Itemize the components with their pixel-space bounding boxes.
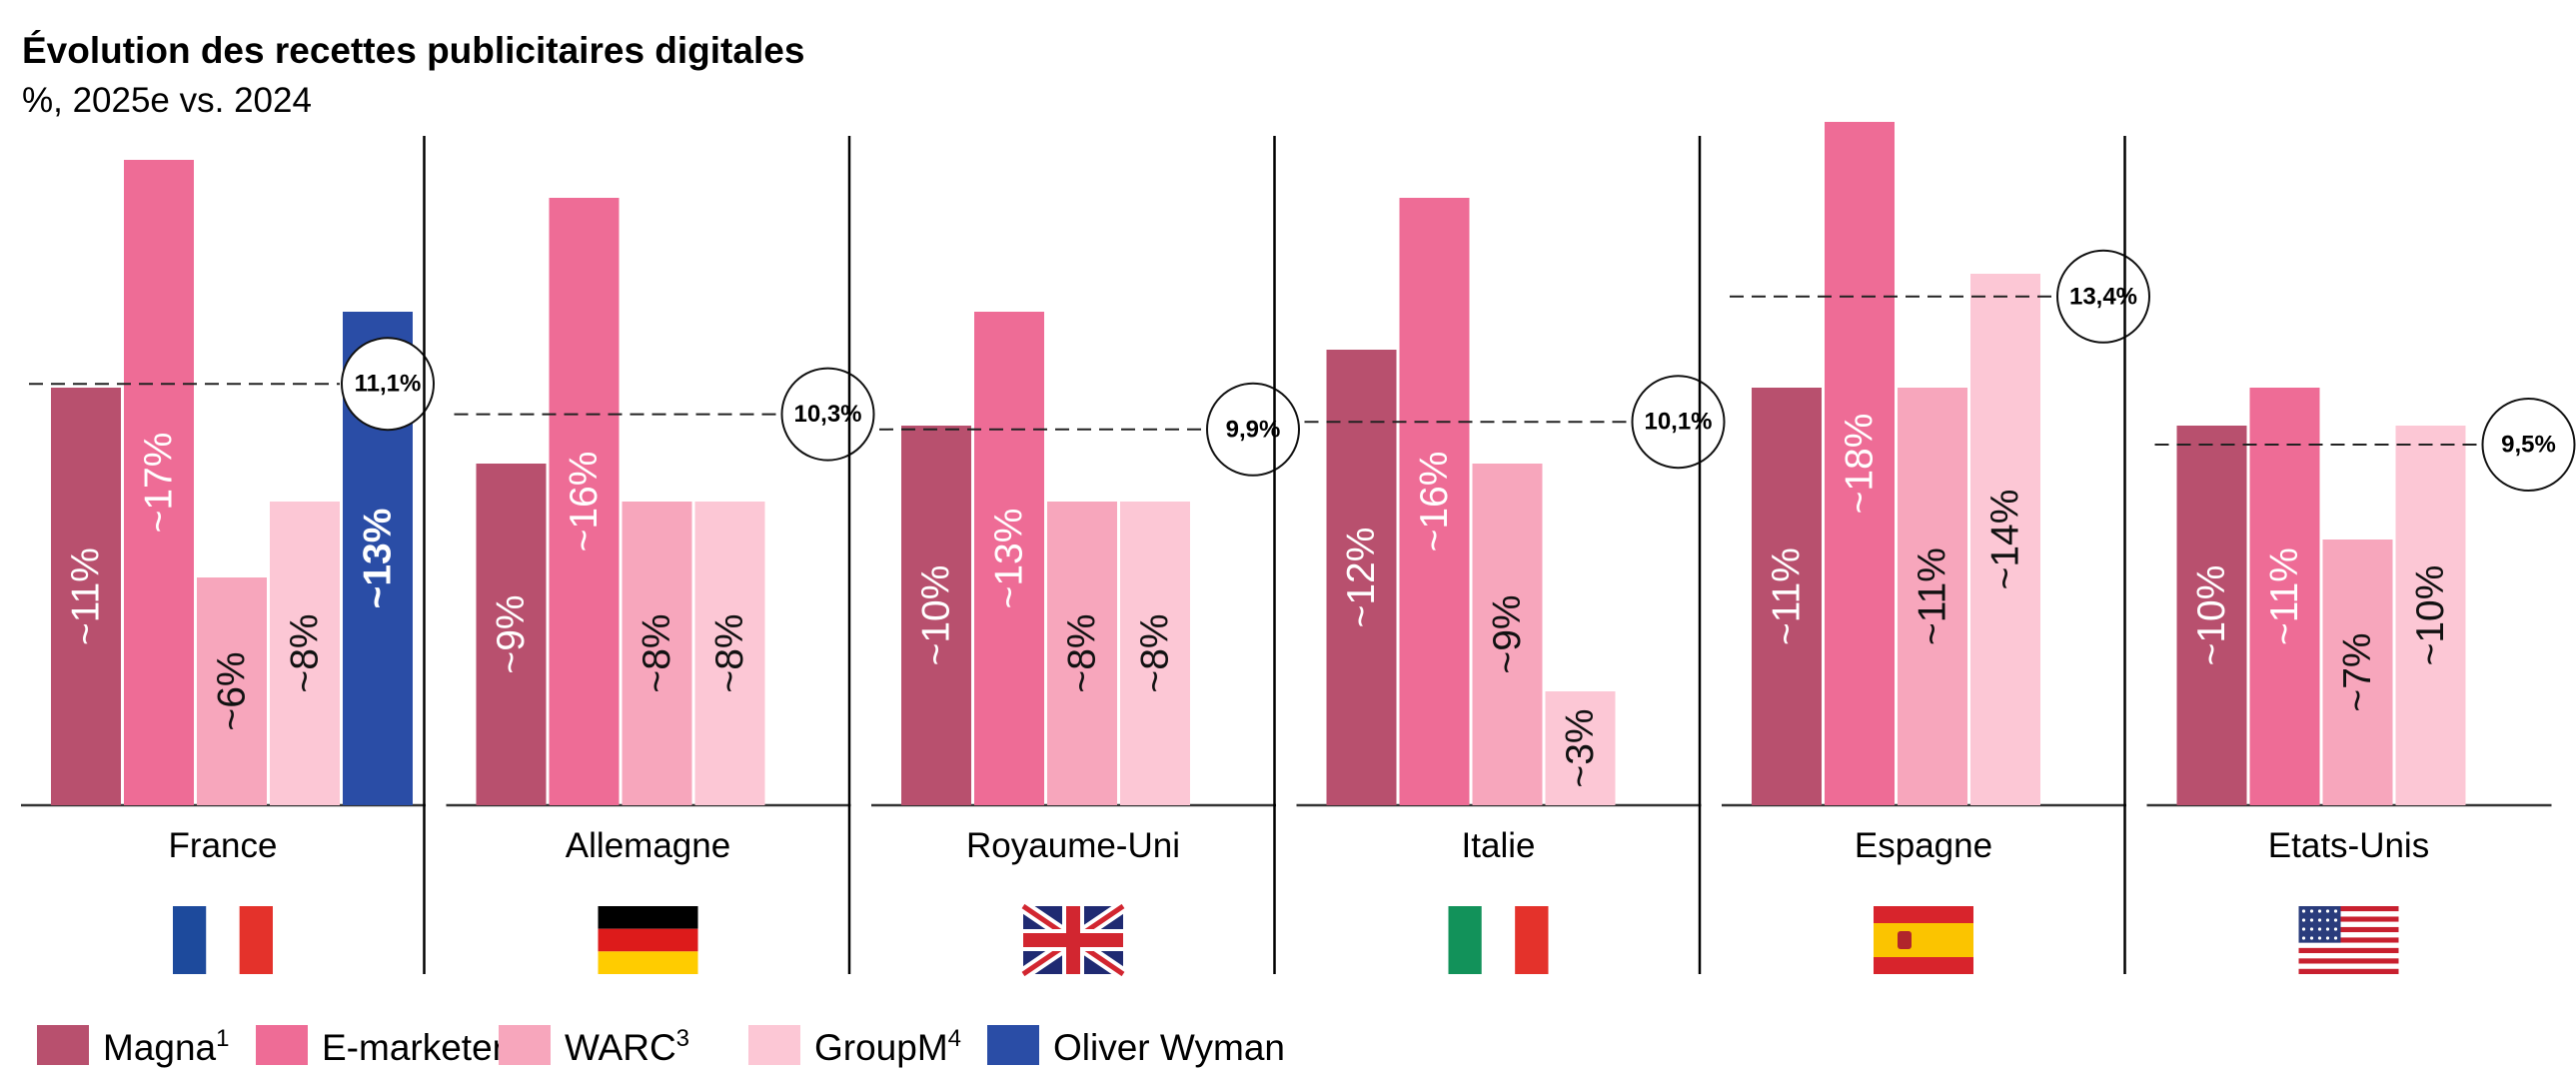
bar-e-marketer xyxy=(124,160,194,805)
chart-marks: ~11%~17%~6% ~8%~13%11,1%France~9%~16%~8% ~… xyxy=(21,122,2576,980)
bar-warc xyxy=(197,577,267,805)
bar-groupm xyxy=(1970,274,2040,805)
data-label: ~8% xyxy=(636,613,678,692)
bar-e-marketer xyxy=(1399,198,1470,805)
average-label: 10,1% xyxy=(1644,409,1712,436)
group-royaume-uni: ~10% ~13% ~8% ~8% 9,9% Royaume-Uni xyxy=(847,136,1300,980)
data-label: ~3% xyxy=(1559,708,1602,787)
bar-warc xyxy=(1898,388,1967,805)
legend-label: E-marketer2 xyxy=(322,1025,518,1068)
data-label: ~17% xyxy=(138,433,181,534)
data-label: ~13% xyxy=(357,509,400,609)
bar-groupm xyxy=(1545,691,1616,805)
data-label: ~10% xyxy=(915,565,958,666)
average-badge xyxy=(780,367,875,462)
flag-es-icon xyxy=(1874,906,1973,974)
chart-subtitle: %, 2025e vs. 2024 xyxy=(22,81,312,120)
country-label: France xyxy=(169,826,278,865)
bar-groupm xyxy=(694,502,765,805)
data-label: ~9% xyxy=(490,594,533,673)
average-label: 13,4% xyxy=(2069,283,2137,310)
bar-magna xyxy=(2176,426,2247,805)
bar-magna xyxy=(1752,388,1822,805)
data-label: ~16% xyxy=(1413,452,1456,552)
data-label: ~10% xyxy=(2190,565,2233,666)
data-label: ~8% xyxy=(1134,613,1177,692)
legend-swatch xyxy=(499,1025,551,1065)
flag-us-icon xyxy=(2298,906,2399,974)
average-badge xyxy=(341,337,435,432)
average-badge xyxy=(2481,398,2576,492)
average-label: 9,5% xyxy=(2501,432,2556,459)
average-label: 10,3% xyxy=(793,401,861,428)
data-label: ~6% xyxy=(211,651,254,730)
data-label: ~11% xyxy=(1766,547,1809,645)
legend-item-magna: Magna1 xyxy=(37,1025,230,1068)
bar-warc xyxy=(622,502,692,805)
data-label: ~13% xyxy=(988,509,1031,609)
average-badge xyxy=(2056,249,2150,344)
country-label: Etats-Unis xyxy=(2268,826,2429,865)
bar-e-marketer xyxy=(549,198,620,805)
data-label: ~11% xyxy=(65,547,108,645)
legend-item-oliver-wyman: Oliver Wyman xyxy=(987,1025,1285,1068)
average-badge xyxy=(1631,375,1726,470)
bar-warc xyxy=(1047,502,1117,805)
average-badge xyxy=(1206,382,1300,477)
legend-item-warc: WARC3 xyxy=(499,1025,689,1068)
country-label: Allemagne xyxy=(566,826,730,865)
average-label: 9,9% xyxy=(1226,416,1281,443)
legend-swatch xyxy=(748,1025,800,1065)
country-label: Espagne xyxy=(1855,826,1992,865)
flag-gb-icon xyxy=(1019,900,1127,980)
legend-label: GroupM4 xyxy=(814,1025,961,1068)
bar-e-marketer xyxy=(1825,122,1895,805)
data-label: ~12% xyxy=(1340,528,1383,628)
legend-swatch xyxy=(37,1025,89,1065)
country-label: Royaume-Uni xyxy=(966,826,1180,865)
data-label: ~16% xyxy=(563,452,606,552)
data-label: ~11% xyxy=(1912,547,1954,645)
legend-item-e-marketer: E-marketer2 xyxy=(256,1025,518,1068)
bar-magna xyxy=(901,426,971,805)
flag-it-icon xyxy=(1448,906,1549,974)
data-label: ~8% xyxy=(708,613,751,692)
bar-magna xyxy=(1326,350,1397,805)
bar-warc xyxy=(2322,540,2393,805)
bar-e-marketer xyxy=(974,312,1044,805)
bar-magna xyxy=(476,464,547,805)
chart-title: Évolution des recettes publicitaires dig… xyxy=(22,30,804,71)
legend: Magna1 E-marketer2 WARC3 GroupM4 Oliver Wyma… xyxy=(37,1025,1285,1068)
data-label: ~14% xyxy=(1984,490,2027,590)
legend-label: Oliver Wyman xyxy=(1053,1027,1285,1068)
group-allemagne: ~9% ~16% ~8% ~8% 10,3% Allemagne xyxy=(423,136,875,974)
group-italie: ~12% ~16% ~9% ~3% 10,1% Italie xyxy=(1273,136,1726,974)
bar-groupm xyxy=(2395,426,2466,805)
flag-fr-icon xyxy=(173,906,273,974)
data-label: ~7% xyxy=(2336,632,2379,711)
bar-groupm xyxy=(1120,502,1190,805)
data-label: ~8% xyxy=(1061,613,1104,692)
bar-e-marketer xyxy=(2249,388,2320,805)
flag-de-icon xyxy=(598,906,698,974)
bar-warc xyxy=(1472,464,1543,805)
country-label: Italie xyxy=(1462,826,1536,865)
bar-magna xyxy=(51,388,121,805)
legend-label: WARC3 xyxy=(565,1025,689,1068)
bar-groupm xyxy=(270,502,340,805)
legend-item-groupm: GroupM4 xyxy=(748,1025,961,1068)
legend-swatch xyxy=(256,1025,308,1065)
legend-label: Magna1 xyxy=(103,1025,230,1068)
data-label: ~9% xyxy=(1486,594,1529,673)
group-etats-unis: ~10% ~11% ~7% ~10% 9,5% Etats-Unis xyxy=(2123,136,2576,974)
average-label: 11,1% xyxy=(355,371,422,398)
data-label: ~10% xyxy=(2409,565,2452,666)
data-label: ~18% xyxy=(1839,414,1882,515)
data-label: ~8% xyxy=(284,613,327,692)
group-espagne: ~11% ~18% ~11% ~14% 13,4% Espagne xyxy=(1698,122,2150,974)
data-label: ~11% xyxy=(2263,547,2306,645)
group-france: ~11% ~17% ~6% ~8% ~13% 11,1% France xyxy=(21,160,435,974)
legend-swatch xyxy=(987,1025,1039,1065)
